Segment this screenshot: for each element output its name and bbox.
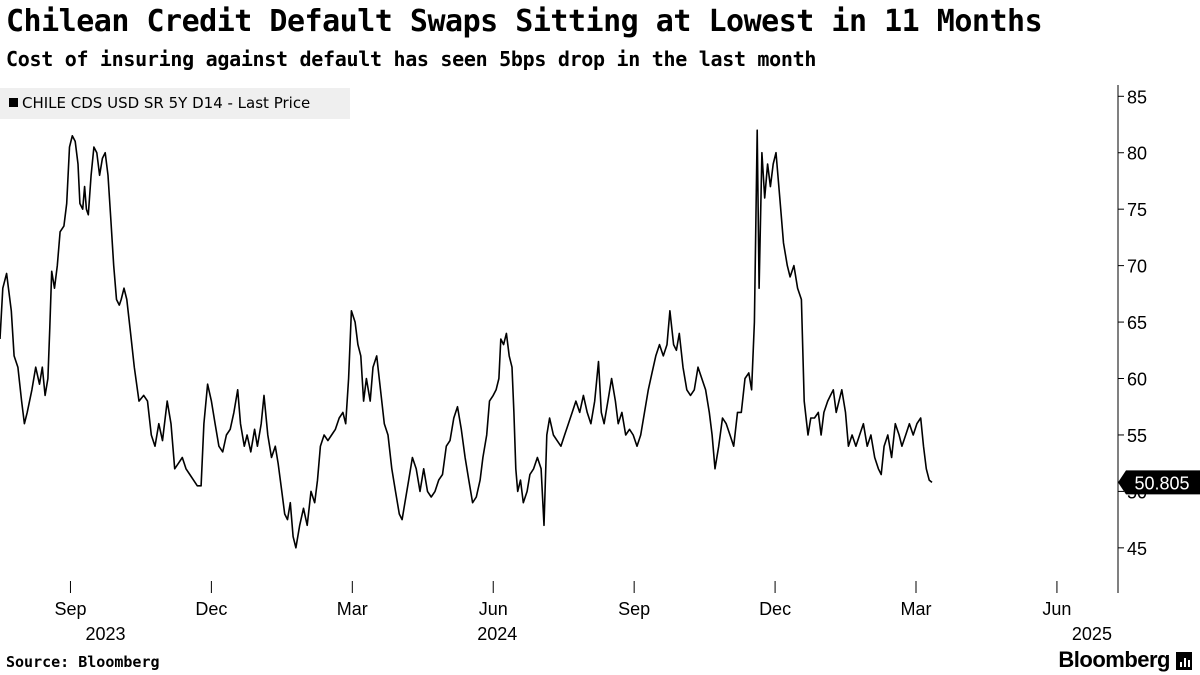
chart-title: Chilean Credit Default Swaps Sitting at … [6, 4, 1043, 39]
source-note: Source: Bloomberg [6, 653, 160, 671]
x-tick-label: Mar [901, 599, 932, 619]
last-value-marker: 50.805 [1118, 470, 1200, 495]
bloomberg-terminal-icon [1176, 652, 1192, 670]
x-tick-label: Dec [195, 599, 227, 619]
last-value-label: 50.805 [1134, 473, 1189, 493]
series-line [0, 129, 933, 549]
y-tick-label: 45 [1127, 539, 1147, 559]
x-tick-label: Sep [618, 599, 650, 619]
x-tick-label: Sep [54, 599, 86, 619]
x-year-label: 2023 [85, 624, 125, 644]
x-year-label: 2025 [1072, 624, 1112, 644]
y-tick-label: 60 [1127, 370, 1147, 390]
y-tick-label: 80 [1127, 144, 1147, 164]
x-tick-label: Jun [479, 599, 508, 619]
y-tick-label: 75 [1127, 200, 1147, 220]
y-tick-label: 55 [1127, 426, 1147, 446]
x-tick-label: Dec [759, 599, 791, 619]
series: 50.805 [0, 129, 1200, 549]
x-tick-label: Jun [1042, 599, 1071, 619]
axes: 455055606570758085Sep2023DecMarJun2024Se… [54, 85, 1147, 644]
legend: CHILE CDS USD SR 5Y D14 - Last Price [0, 88, 350, 119]
y-tick-label: 85 [1127, 87, 1147, 107]
last-value-badge [1118, 470, 1200, 495]
bloomberg-logo: Bloomberg [1058, 647, 1170, 672]
y-tick-label: 70 [1127, 257, 1147, 277]
chart-subtitle: Cost of insuring against default has see… [6, 47, 817, 71]
x-tick-label: Mar [337, 599, 368, 619]
y-tick-label: 65 [1127, 313, 1147, 333]
x-year-label: 2024 [477, 624, 517, 644]
legend-swatch [9, 98, 18, 107]
legend-label: CHILE CDS USD SR 5Y D14 - Last Price [22, 94, 311, 112]
